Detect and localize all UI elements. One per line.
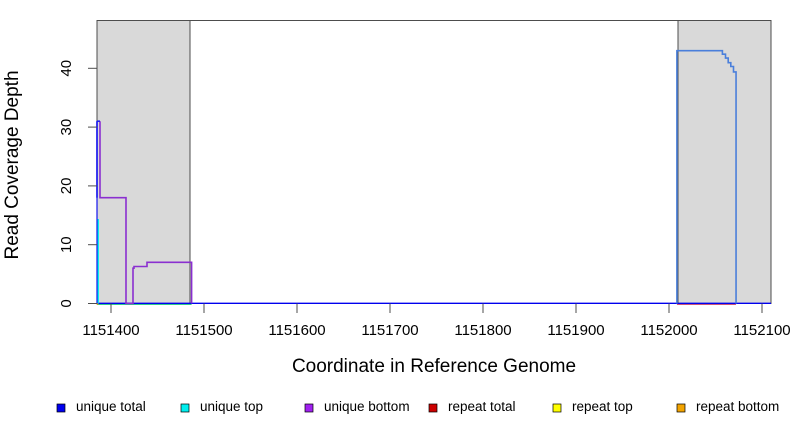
- svg-text:Coordinate in Reference Genome: Coordinate in Reference Genome: [292, 356, 576, 377]
- svg-text:40: 40: [58, 60, 75, 77]
- svg-text:1151800: 1151800: [454, 322, 511, 339]
- svg-text:1152000: 1152000: [640, 322, 697, 339]
- svg-text:1151600: 1151600: [268, 322, 325, 339]
- svg-text:unique bottom: unique bottom: [324, 399, 410, 414]
- svg-text:unique top: unique top: [200, 399, 263, 414]
- svg-text:0: 0: [58, 299, 75, 307]
- svg-text:unique total: unique total: [76, 399, 146, 414]
- svg-text:1151500: 1151500: [175, 322, 232, 339]
- svg-text:20: 20: [58, 178, 75, 195]
- svg-text:Read Coverage Depth: Read Coverage Depth: [2, 70, 23, 259]
- svg-text:1152100: 1152100: [733, 322, 790, 339]
- svg-text:1151400: 1151400: [82, 322, 139, 339]
- svg-text:1151900: 1151900: [547, 322, 604, 339]
- svg-text:repeat bottom: repeat bottom: [696, 399, 779, 414]
- svg-text:repeat top: repeat top: [572, 399, 633, 414]
- svg-text:repeat total: repeat total: [448, 399, 516, 414]
- svg-text:1151700: 1151700: [361, 322, 418, 339]
- svg-text:10: 10: [58, 236, 75, 253]
- svg-text:30: 30: [58, 119, 75, 136]
